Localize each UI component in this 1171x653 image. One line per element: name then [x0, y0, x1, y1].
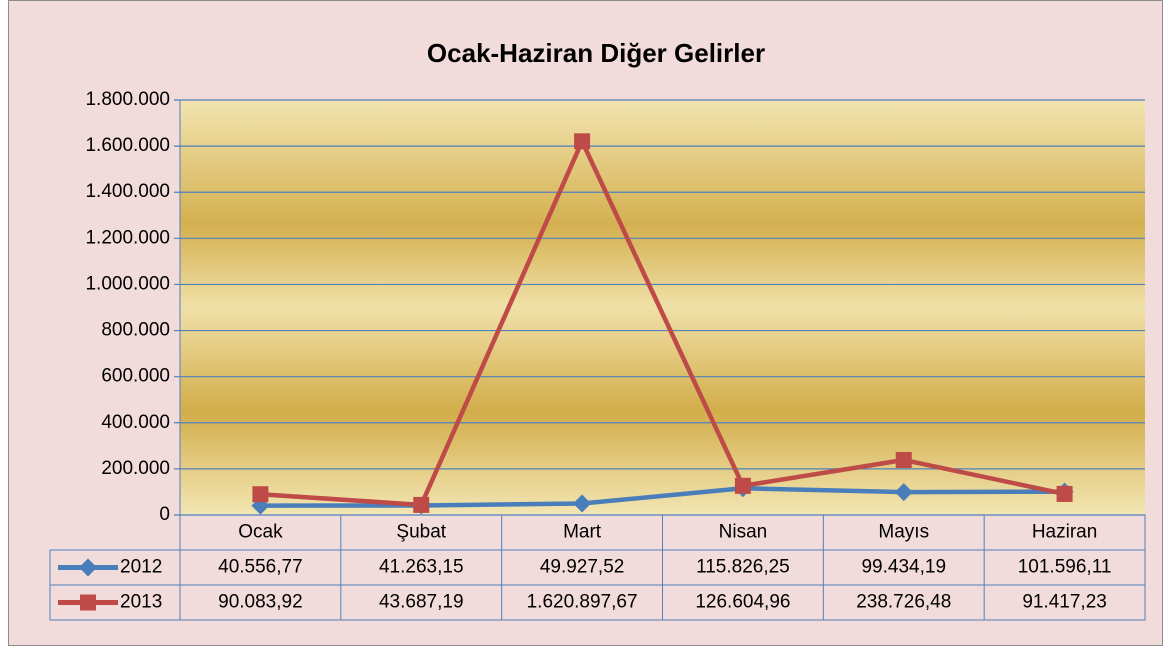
y-tick-label: 400.000 — [101, 412, 170, 433]
category-label: Nisan — [719, 522, 768, 543]
marker — [413, 496, 430, 513]
y-tick-label: 0 — [159, 504, 170, 525]
table-value: 41.263,15 — [379, 557, 464, 578]
marker — [79, 558, 97, 577]
table-value: 40.556,77 — [218, 557, 303, 578]
marker — [80, 594, 96, 611]
marker — [574, 133, 591, 150]
marker — [1056, 485, 1073, 502]
table-value: 91.417,23 — [1022, 592, 1107, 613]
table-value: 238.726,48 — [856, 592, 951, 613]
y-tick-label: 800.000 — [101, 320, 170, 341]
line-series — [260, 139, 1066, 508]
table-value: 99.434,19 — [861, 557, 946, 578]
marker — [895, 451, 912, 468]
category-label: Mart — [563, 522, 602, 543]
marker — [734, 477, 751, 494]
table-value: 126.604,96 — [695, 592, 790, 613]
table-value: 115.826,25 — [696, 557, 790, 578]
table-value: 90.083,92 — [218, 592, 303, 613]
legend-label: 2012 — [120, 557, 162, 578]
table-value: 101.596,11 — [1018, 557, 1112, 578]
category-label: Şubat — [396, 522, 446, 543]
table-value: 49.927,52 — [540, 557, 625, 578]
legend-label: 2013 — [120, 592, 162, 613]
marker — [573, 494, 592, 513]
marker — [252, 486, 269, 503]
category-label: Haziran — [1032, 522, 1097, 543]
y-tick-label: 600.000 — [101, 366, 170, 387]
y-tick-label: 1.600.000 — [85, 135, 170, 156]
marker — [894, 483, 913, 502]
y-tick-label: 1.200.000 — [85, 227, 170, 248]
plot-area — [180, 100, 1145, 515]
y-tick-label: 1.800.000 — [85, 89, 170, 110]
y-tick-label: 1.000.000 — [85, 273, 170, 294]
category-label: Mayıs — [878, 522, 929, 543]
table-value: 43.687,19 — [379, 592, 464, 613]
y-tick-label: 1.400.000 — [85, 181, 170, 202]
chart-title: Ocak-Haziran Diğer Gelirler — [427, 38, 765, 68]
category-label: Ocak — [238, 522, 283, 543]
line-series — [260, 486, 1065, 508]
table-value: 1.620.897,67 — [527, 592, 638, 613]
y-tick-label: 200.000 — [101, 458, 170, 479]
